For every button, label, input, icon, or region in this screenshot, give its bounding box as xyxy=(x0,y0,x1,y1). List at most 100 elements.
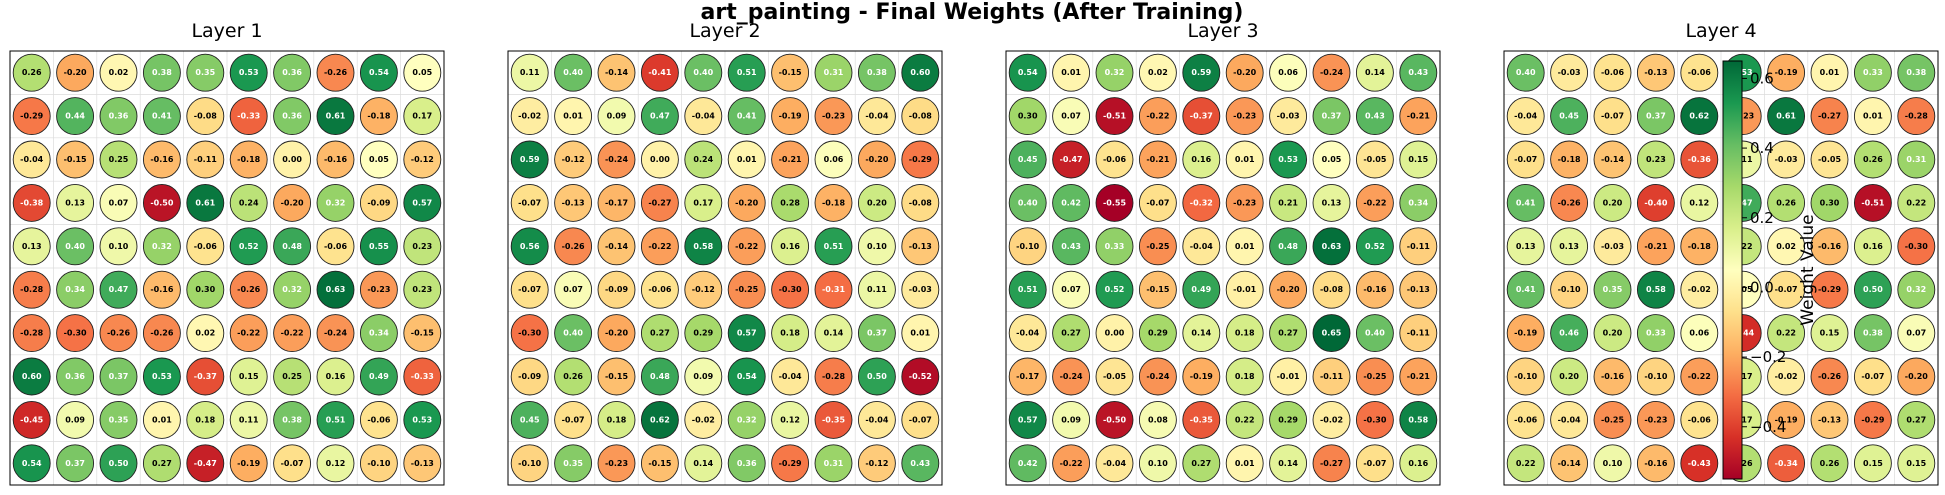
weight-value-label: 0.11 xyxy=(1733,155,1753,164)
weight-value-label: 0.37 xyxy=(1646,112,1666,121)
weight-circle xyxy=(1636,400,1675,439)
weight-circle xyxy=(1182,444,1221,483)
weight-value-label: -0.30 xyxy=(64,329,87,338)
weight-circle xyxy=(273,357,312,396)
weight-value-label: 0.40 xyxy=(1516,68,1536,77)
weight-circle xyxy=(316,53,355,92)
weight-circle xyxy=(1593,444,1632,483)
weight-circle xyxy=(554,97,593,136)
weight-circle xyxy=(1355,183,1394,222)
weight-circle xyxy=(1767,97,1806,136)
weight-circle xyxy=(640,140,679,179)
weight-circle xyxy=(1853,53,1892,92)
weight-circle xyxy=(186,270,225,309)
weight-circle xyxy=(99,444,138,483)
weight-circle xyxy=(1312,53,1351,92)
weight-value-label: -0.07 xyxy=(1601,112,1624,121)
weight-circle xyxy=(1550,183,1589,222)
weight-value-label: 0.12 xyxy=(326,459,346,468)
weight-value-label: -0.06 xyxy=(194,242,217,251)
weight-value-label: -0.28 xyxy=(20,285,43,294)
layer-panels: 0.26 -0.20 0.02 0.38 0.35 0.53 0.36 -0.26 0.54 0.… xyxy=(9,20,1939,486)
weight-value-label: -0.15 xyxy=(779,68,802,77)
weight-circle xyxy=(1680,444,1719,483)
weight-value-label: 0.09 xyxy=(1061,415,1081,424)
weight-circle xyxy=(857,227,896,266)
weight-value-label: 0.50 xyxy=(867,372,887,381)
weight-value-label: 0.59 xyxy=(1191,68,1211,77)
weight-value-label: 0.16 xyxy=(1408,459,1428,468)
weight-circle xyxy=(142,140,181,179)
weight-circle xyxy=(359,400,398,439)
weight-circle xyxy=(554,183,593,222)
weight-circle xyxy=(640,53,679,92)
weight-circle xyxy=(857,357,896,396)
weight-value-label: -0.30 xyxy=(779,285,802,294)
weight-circle xyxy=(1269,53,1308,92)
weight-value-label: -0.04 xyxy=(1558,415,1581,424)
weight-circle xyxy=(273,53,312,92)
weight-circle xyxy=(186,444,225,483)
weight-value-label: 0.54 xyxy=(369,68,389,77)
weight-value-label: -0.05 xyxy=(1103,372,1126,381)
weight-value-label: -0.25 xyxy=(1601,415,1624,424)
weight-value-label: 0.14 xyxy=(1365,68,1385,77)
weight-circle xyxy=(1853,270,1892,309)
weight-value-label: -0.37 xyxy=(194,372,217,381)
weight-value-label: 0.61 xyxy=(326,112,346,121)
weight-circle xyxy=(12,400,51,439)
weight-value-label: 0.09 xyxy=(693,372,713,381)
weight-circle xyxy=(1399,183,1438,222)
weight-circle xyxy=(1593,97,1632,136)
weight-value-label: 0.34 xyxy=(1408,198,1428,207)
colorbar-tick-label: 0.6 xyxy=(1750,69,1774,87)
weight-circle xyxy=(1225,97,1264,136)
weight-value-label: 0.47 xyxy=(109,285,129,294)
weight-value-label: 0.11 xyxy=(867,285,887,294)
weight-circle xyxy=(1593,140,1632,179)
weight-value-label: 0.13 xyxy=(1322,198,1342,207)
weight-circle xyxy=(1506,357,1545,396)
weight-circle xyxy=(1853,140,1892,179)
weight-value-label: -0.26 xyxy=(562,242,585,251)
weight-circle xyxy=(1550,270,1589,309)
weight-value-label: -0.19 xyxy=(1514,329,1537,338)
weight-value-label: -0.02 xyxy=(692,415,715,424)
weight-circle xyxy=(1853,183,1892,222)
weight-circle xyxy=(1636,227,1675,266)
layer-panel-2: 0.11 0.40 -0.14 -0.41 0.40 0.51 -0.15 0.31 0.38 0… xyxy=(507,20,943,486)
weight-value-label: -0.23 xyxy=(367,285,390,294)
weight-value-label: 0.45 xyxy=(1559,112,1579,121)
weight-value-label: -0.33 xyxy=(411,372,434,381)
weight-value-label: 0.16 xyxy=(1191,155,1211,164)
layer-panel-1: 0.26 -0.20 0.02 0.38 0.35 0.53 0.36 -0.26 0.54 0.… xyxy=(9,20,445,486)
weight-value-label: -0.05 xyxy=(1363,155,1386,164)
weight-circle xyxy=(316,270,355,309)
weight-value-label: -0.11 xyxy=(1320,372,1343,381)
weight-circle xyxy=(640,400,679,439)
weight-value-label: 0.37 xyxy=(109,372,129,381)
weight-value-label: -0.02 xyxy=(1775,372,1798,381)
weight-circle xyxy=(727,314,766,353)
weight-value-label: 0.14 xyxy=(1278,459,1298,468)
weight-circle xyxy=(510,444,549,483)
weight-circle xyxy=(229,227,268,266)
weight-value-label: 0.15 xyxy=(1820,329,1840,338)
weight-circle xyxy=(1355,400,1394,439)
weight-circle xyxy=(1853,97,1892,136)
layer-title: Layer 4 xyxy=(1685,20,1756,42)
weight-value-label: 0.07 xyxy=(1061,112,1081,121)
weight-circle xyxy=(1182,227,1221,266)
weight-value-label: -0.24 xyxy=(605,155,628,164)
weight-value-label: -0.20 xyxy=(64,68,87,77)
weight-circle xyxy=(901,400,940,439)
weight-value-label: -0.22 xyxy=(237,329,260,338)
weight-circle xyxy=(1138,53,1177,92)
weight-circle xyxy=(1008,400,1047,439)
weight-value-label: 0.53 xyxy=(412,415,432,424)
weight-circle xyxy=(1550,53,1589,92)
weight-circle xyxy=(316,357,355,396)
weight-circle xyxy=(597,357,636,396)
weight-circle xyxy=(229,314,268,353)
weight-value-label: 0.05 xyxy=(369,155,389,164)
